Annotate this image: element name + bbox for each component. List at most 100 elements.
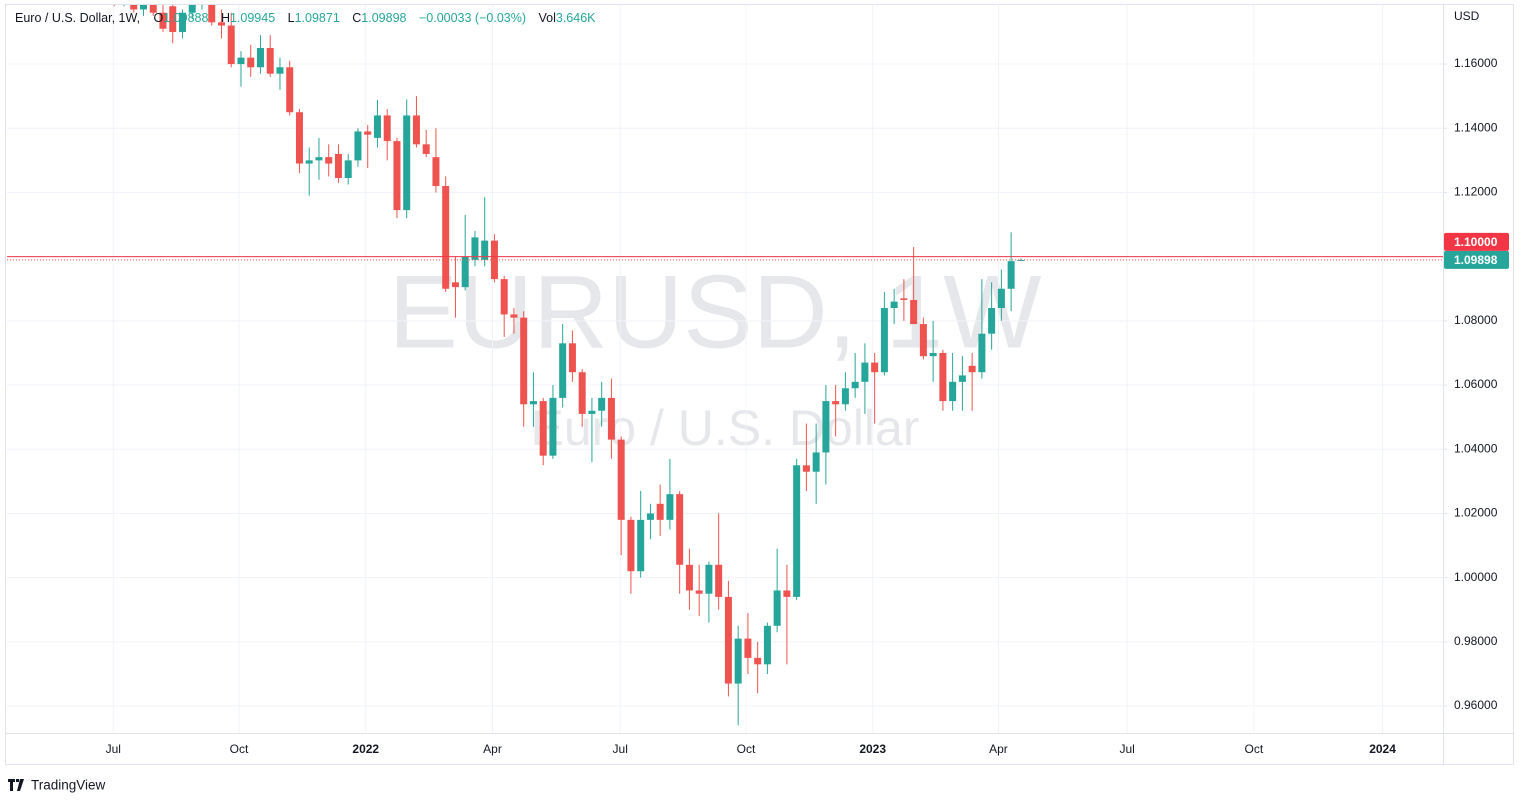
candle-body <box>1007 261 1015 289</box>
candle-body <box>666 494 674 520</box>
candle-body <box>578 372 586 414</box>
candle-body <box>451 282 459 288</box>
candle-body <box>617 439 625 520</box>
candle-body <box>871 362 879 373</box>
candle-body <box>880 308 888 373</box>
candle-body <box>286 67 294 113</box>
ohlc-label: L <box>287 11 295 25</box>
candle-body <box>334 153 342 179</box>
y-tick-label: 1.14000 <box>1454 120 1498 134</box>
candle-body <box>734 638 742 684</box>
candle-body <box>695 590 703 594</box>
legend-header: Euro / U.S. Dollar, 1W, O1.09888 H1.0994… <box>15 11 605 25</box>
candle-body <box>178 12 186 32</box>
candle-body <box>949 381 957 402</box>
candle-body <box>549 397 557 456</box>
candle-body <box>715 564 723 597</box>
candle-body <box>139 5 147 10</box>
candle-body <box>188 5 196 13</box>
symbol-title: Euro / U.S. Dollar, 1W, <box>15 11 141 25</box>
x-tick-label: Jul <box>106 742 121 756</box>
candle-body <box>539 401 547 456</box>
candle-body <box>958 375 966 382</box>
candle-body <box>588 410 596 414</box>
axes: 0.96000 0.98000 1.00000 1.02000 1.04000 1.060… <box>7 56 1509 756</box>
candle-body <box>354 131 362 161</box>
chart-frame <box>5 4 1514 765</box>
ohlc-value: 1.09888 <box>163 11 209 25</box>
candle-body <box>364 131 372 135</box>
x-tick-label: Oct <box>737 742 756 756</box>
candle-body <box>325 157 333 164</box>
candle-body <box>471 237 479 260</box>
x-tick-label: Oct <box>230 742 249 756</box>
x-tick-label: Jul <box>1119 742 1134 756</box>
candle-body <box>929 352 937 357</box>
candle-body <box>393 141 401 211</box>
ohlc-value: 1.09871 <box>294 11 340 25</box>
candle-body <box>793 465 801 597</box>
candle-body <box>500 279 508 315</box>
candle-body <box>237 57 245 65</box>
alert-price-label: 1.10000 <box>1454 235 1498 249</box>
y-tick-label: 0.98000 <box>1454 634 1498 648</box>
candle-body <box>656 503 664 520</box>
volume-value: 3.646K <box>555 11 596 25</box>
candle-body <box>890 301 898 309</box>
y-tick-label: 1.06000 <box>1454 377 1498 391</box>
brand-name: TradingView <box>31 778 106 793</box>
candle-body <box>1017 259 1025 261</box>
candle-body <box>412 115 420 145</box>
candle-body <box>227 25 235 65</box>
ohlc-value: 1.09898 <box>361 11 407 25</box>
candle-body <box>802 465 810 472</box>
candle-body <box>520 317 528 405</box>
volume-label: Vol <box>538 11 556 25</box>
candle-body <box>315 157 323 161</box>
candle-body <box>432 157 440 187</box>
last-price-box <box>1444 250 1509 269</box>
candle-body <box>481 240 489 260</box>
candle-body <box>208 5 216 23</box>
candle-body <box>763 625 771 665</box>
candle-body <box>373 115 381 138</box>
last-price-label: 1.09898 <box>1454 253 1498 267</box>
x-tick-label: Apr <box>989 742 1008 756</box>
candle-body <box>149 5 157 13</box>
candle-body <box>217 22 225 26</box>
x-tick-label: Jul <box>613 742 628 756</box>
y-tick-label: 0.96000 <box>1454 698 1498 712</box>
candle-body <box>169 6 177 32</box>
candle-body <box>812 452 820 472</box>
change-value: −0.00033 (−0.03%) <box>418 11 526 25</box>
candle-body <box>705 564 713 594</box>
currency-label: USD <box>1454 9 1480 23</box>
ohlc-value: 1.09945 <box>229 11 276 25</box>
candle-body <box>627 519 635 572</box>
x-tick-label: Oct <box>1245 742 1264 756</box>
ohlc-label: C <box>352 11 362 25</box>
y-tick-label: 1.16000 <box>1454 56 1498 70</box>
candle-body <box>988 308 996 334</box>
candle-body <box>637 519 645 572</box>
candle-body <box>861 362 869 382</box>
candle-body <box>383 115 391 142</box>
y-tick-label: 1.04000 <box>1454 441 1498 455</box>
candle-body <box>461 256 469 288</box>
candle-body <box>685 564 693 591</box>
candle-body <box>247 57 255 68</box>
candle-body <box>939 352 947 402</box>
candle-body <box>841 388 849 405</box>
brand: TradingView <box>8 778 106 793</box>
y-tick-label: 1.12000 <box>1454 185 1498 199</box>
candle-body <box>256 48 264 68</box>
candle-body <box>568 343 576 373</box>
candle-body <box>676 494 684 565</box>
candle-body <box>529 401 537 405</box>
y-tick-label: 1.08000 <box>1454 313 1498 327</box>
candle-body <box>295 112 303 164</box>
candle-body <box>159 12 167 29</box>
candle-body <box>773 590 781 626</box>
